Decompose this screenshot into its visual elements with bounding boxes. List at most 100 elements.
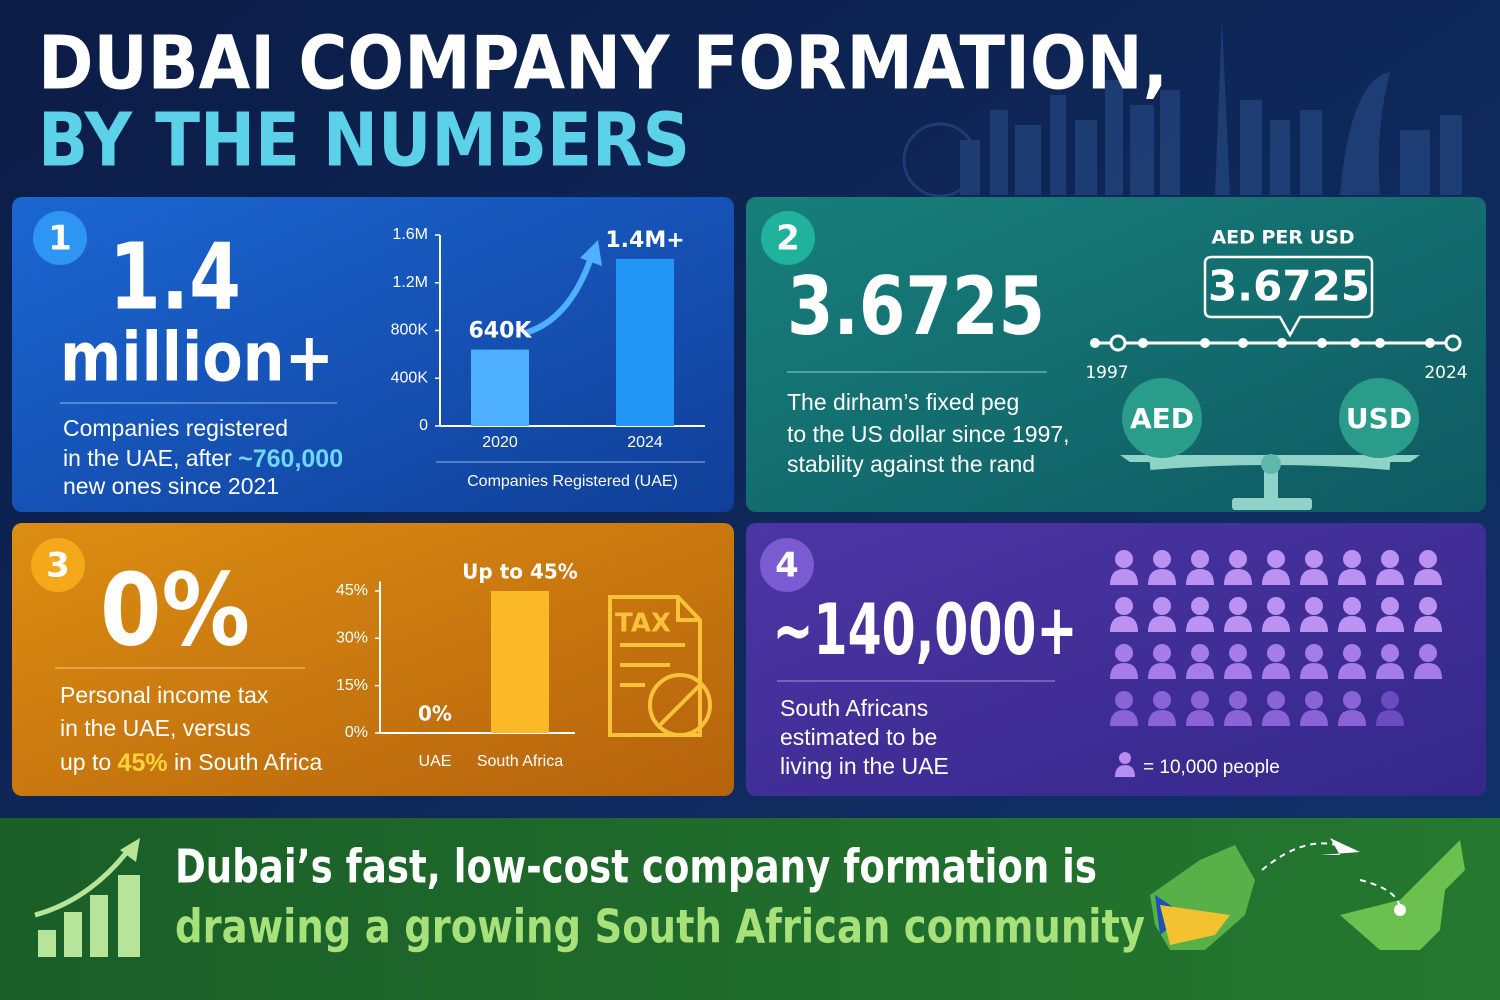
person-icon: [1186, 569, 1214, 585]
scale: [1120, 454, 1420, 510]
person-icon: [1267, 644, 1285, 662]
x-tick-label: 2024: [627, 434, 663, 451]
body-text: estimated to be: [780, 724, 937, 750]
badge-number: 4: [775, 546, 799, 586]
panel: [746, 523, 1486, 796]
title: BY THE NUMBERS: [38, 98, 690, 184]
person-icon: [1338, 710, 1366, 726]
person-icon: [1305, 644, 1323, 662]
legend-text: = 10,000 people: [1143, 757, 1280, 778]
person-icon: [1300, 569, 1328, 585]
headline: 0%: [100, 551, 250, 668]
person-icon: [1305, 691, 1323, 709]
y-tick-label: 0: [419, 417, 428, 434]
title: DUBAI COMPANY FORMATION,: [38, 21, 1168, 107]
panel: [746, 197, 1486, 512]
person-icon: [1376, 569, 1404, 585]
timeline-label: 2024: [1424, 363, 1467, 383]
tax-icon: [608, 595, 712, 737]
y-tick-label: 1.2M: [392, 274, 428, 291]
body-text: up to: [60, 749, 118, 775]
headline: ~140,000+: [773, 589, 1078, 671]
rate-label: AED PER USD: [1211, 227, 1354, 249]
person-icon: [1115, 691, 1133, 709]
person-icon: [1338, 616, 1366, 632]
person-icon: [1229, 550, 1247, 568]
value-label: 640K: [469, 319, 533, 344]
skyline: [902, 20, 1462, 198]
x-tick-label: South Africa: [477, 753, 563, 770]
x-axis-label: Companies Registered (UAE): [467, 473, 678, 490]
person-icon: [1110, 569, 1138, 585]
y-tick-label: 45%: [336, 582, 368, 599]
headline: 3.6725: [787, 260, 1045, 353]
badge-number: 1: [48, 219, 72, 259]
person-icon: [1419, 550, 1437, 568]
person-icon: [1376, 616, 1404, 632]
person-icon: [1191, 644, 1209, 662]
person-icon: [1267, 597, 1285, 615]
value-label: 0%: [418, 702, 452, 726]
person-icon: [1224, 710, 1252, 726]
trend-arrow-head: [580, 240, 602, 266]
person-icon: [1115, 550, 1133, 568]
panel: [12, 197, 734, 512]
value-label: 1.4M+: [605, 228, 684, 253]
person-icon: [1414, 616, 1442, 632]
person-icon: [1115, 597, 1133, 615]
person-icon: [1186, 663, 1214, 679]
bar: [471, 349, 529, 426]
person-icon: [1148, 569, 1176, 585]
legend-icon: [1115, 752, 1135, 777]
body-text: living in the UAE: [780, 753, 949, 779]
highlight: 45%: [118, 749, 168, 777]
person-icon: [1148, 616, 1176, 632]
rate-value: 3.6725: [1208, 262, 1370, 311]
person-icon: [1338, 569, 1366, 585]
person-icon: [1262, 616, 1290, 632]
person-icon: [1224, 616, 1252, 632]
rate-box: [1203, 255, 1374, 338]
person-icon: [1343, 597, 1361, 615]
person-icon: [1262, 663, 1290, 679]
bar: [616, 258, 674, 426]
person-icon: [1153, 691, 1171, 709]
timeline-dots: [1090, 334, 1462, 352]
person-icon: [1300, 663, 1328, 679]
y-tick-label: 30%: [336, 630, 368, 647]
body-text: in the UAE, after ~760,000: [63, 445, 343, 473]
person-icon: [1376, 663, 1404, 679]
footer-text: drawing a growing South African communit…: [175, 900, 1145, 954]
body-text: in the UAE, after: [63, 445, 238, 471]
y-tick-label: 0%: [345, 724, 368, 741]
person-icon: [1267, 691, 1285, 709]
person-icon: [1338, 663, 1366, 679]
person-icon: [1186, 616, 1214, 632]
person-icon: [1262, 569, 1290, 585]
timeline-label: 1997: [1085, 363, 1128, 383]
headline: 1.4: [109, 223, 241, 330]
person-icon: [1419, 597, 1437, 615]
body-text: Personal income tax: [60, 682, 269, 708]
x-tick-label: UAE: [419, 753, 452, 770]
person-icon: [1186, 710, 1214, 726]
body-text: South Africans: [780, 695, 928, 721]
person-icon: [1414, 569, 1442, 585]
person-icon: [1148, 710, 1176, 726]
person-icon: [1110, 710, 1138, 726]
body-text: stability against the rand: [787, 451, 1035, 477]
person-icon: [1305, 550, 1323, 568]
person-icon: [1229, 597, 1247, 615]
currency-coin: [1122, 378, 1202, 458]
person-icon: [1414, 663, 1442, 679]
person-icon: [1419, 644, 1437, 662]
body-text: in the UAE, versus: [60, 715, 250, 741]
person-icon: [1191, 597, 1209, 615]
headline: million+: [60, 319, 334, 398]
person-icon: [1153, 644, 1171, 662]
y-tick-label: 800K: [391, 322, 429, 339]
body-text: new ones since 2021: [63, 473, 279, 499]
person-icon: [1376, 710, 1404, 726]
badge: [760, 538, 814, 592]
